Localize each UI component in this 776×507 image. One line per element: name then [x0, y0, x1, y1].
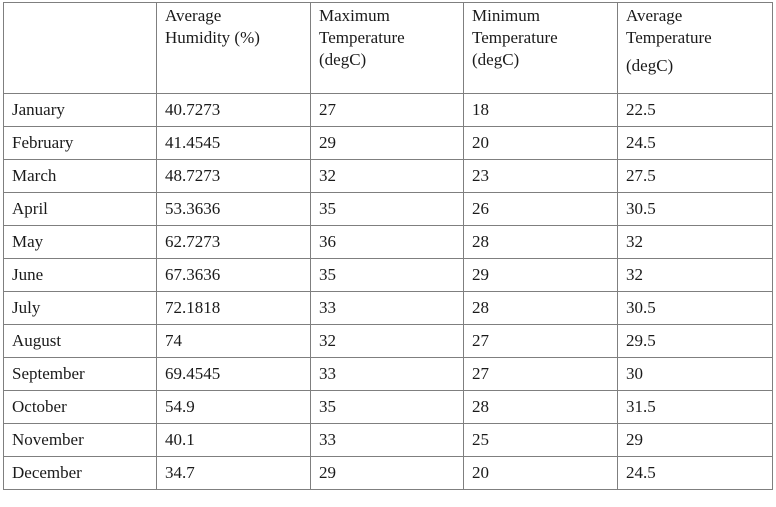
cell-max-temp: 33	[310, 357, 464, 391]
table-row: April 53.3636 35 26 30.5	[3, 192, 773, 226]
cell-max-temp: 33	[310, 423, 464, 457]
cell-month: June	[3, 258, 157, 292]
cell-min-temp: 28	[463, 390, 618, 424]
header-line: (degC)	[626, 56, 674, 75]
header-avg-temp: Average Temperature (degC)	[617, 2, 773, 94]
header-month	[3, 2, 157, 94]
header-line: Humidity (%)	[165, 28, 260, 47]
cell-month: October	[3, 390, 157, 424]
table-body: January 40.7273 27 18 22.5 February 41.4545 29 2…	[3, 93, 773, 490]
header-line: (degC)	[319, 50, 367, 69]
cell-avg-humidity: 40.1	[156, 423, 311, 457]
cell-avg-temp: 29.5	[617, 324, 773, 358]
cell-avg-humidity: 62.7273	[156, 225, 311, 259]
cell-avg-temp: 30.5	[617, 192, 773, 226]
cell-min-temp: 25	[463, 423, 618, 457]
cell-avg-humidity: 72.1818	[156, 291, 311, 325]
cell-month: April	[3, 192, 157, 226]
header-line: Temperature	[626, 28, 712, 47]
climate-table: Average Humidity (%) Maximum Temperature…	[3, 2, 773, 490]
cell-min-temp: 23	[463, 159, 618, 193]
cell-month: November	[3, 423, 157, 457]
header-line: Temperature	[472, 28, 558, 47]
header-line: Temperature	[319, 28, 405, 47]
header-line: Minimum	[472, 6, 541, 25]
cell-avg-humidity: 48.7273	[156, 159, 311, 193]
cell-min-temp: 20	[463, 126, 618, 160]
table-row: February 41.4545 29 20 24.5	[3, 126, 773, 160]
cell-month: February	[3, 126, 157, 160]
cell-avg-humidity: 74	[156, 324, 311, 358]
table-row: June 67.3636 35 29 32	[3, 258, 773, 292]
header-line: Average	[165, 6, 222, 25]
table-row: July 72.1818 33 28 30.5	[3, 291, 773, 325]
table-row: May 62.7273 36 28 32	[3, 225, 773, 259]
cell-avg-humidity: 67.3636	[156, 258, 311, 292]
cell-avg-humidity: 40.7273	[156, 93, 311, 127]
cell-avg-temp: 30.5	[617, 291, 773, 325]
cell-max-temp: 32	[310, 159, 464, 193]
cell-max-temp: 35	[310, 258, 464, 292]
cell-min-temp: 20	[463, 456, 618, 490]
cell-avg-temp: 24.5	[617, 126, 773, 160]
header-avg-humidity: Average Humidity (%)	[156, 2, 311, 94]
cell-max-temp: 32	[310, 324, 464, 358]
cell-month: July	[3, 291, 157, 325]
table-row: September 69.4545 33 27 30	[3, 357, 773, 391]
cell-avg-temp: 29	[617, 423, 773, 457]
cell-min-temp: 29	[463, 258, 618, 292]
cell-min-temp: 28	[463, 225, 618, 259]
cell-avg-humidity: 54.9	[156, 390, 311, 424]
header-line: Average	[626, 6, 683, 25]
cell-avg-temp: 27.5	[617, 159, 773, 193]
cell-min-temp: 28	[463, 291, 618, 325]
header-min-temp: Minimum Temperature (degC)	[463, 2, 618, 94]
table-row: August 74 32 27 29.5	[3, 324, 773, 358]
cell-avg-temp: 30	[617, 357, 773, 391]
cell-min-temp: 27	[463, 324, 618, 358]
cell-max-temp: 29	[310, 456, 464, 490]
cell-avg-temp: 32	[617, 258, 773, 292]
header-line: (degC)	[472, 50, 520, 69]
cell-min-temp: 18	[463, 93, 618, 127]
header-row: Average Humidity (%) Maximum Temperature…	[3, 2, 773, 94]
table-row: January 40.7273 27 18 22.5	[3, 93, 773, 127]
cell-max-temp: 27	[310, 93, 464, 127]
cell-max-temp: 35	[310, 192, 464, 226]
table-row: March 48.7273 32 23 27.5	[3, 159, 773, 193]
cell-avg-humidity: 69.4545	[156, 357, 311, 391]
header-line: Maximum	[319, 6, 390, 25]
cell-avg-humidity: 41.4545	[156, 126, 311, 160]
cell-max-temp: 33	[310, 291, 464, 325]
cell-max-temp: 35	[310, 390, 464, 424]
cell-month: September	[3, 357, 157, 391]
cell-month: March	[3, 159, 157, 193]
cell-month: January	[3, 93, 157, 127]
table-row: October 54.9 35 28 31.5	[3, 390, 773, 424]
cell-month: May	[3, 225, 157, 259]
cell-max-temp: 29	[310, 126, 464, 160]
cell-avg-temp: 22.5	[617, 93, 773, 127]
cell-avg-temp: 31.5	[617, 390, 773, 424]
cell-min-temp: 26	[463, 192, 618, 226]
table-row: December 34.7 29 20 24.5	[3, 456, 773, 490]
cell-month: August	[3, 324, 157, 358]
cell-avg-temp: 32	[617, 225, 773, 259]
cell-avg-humidity: 34.7	[156, 456, 311, 490]
cell-avg-humidity: 53.3636	[156, 192, 311, 226]
cell-min-temp: 27	[463, 357, 618, 391]
cell-month: December	[3, 456, 157, 490]
cell-max-temp: 36	[310, 225, 464, 259]
header-max-temp: Maximum Temperature (degC)	[310, 2, 464, 94]
table-row: November 40.1 33 25 29	[3, 423, 773, 457]
cell-avg-temp: 24.5	[617, 456, 773, 490]
